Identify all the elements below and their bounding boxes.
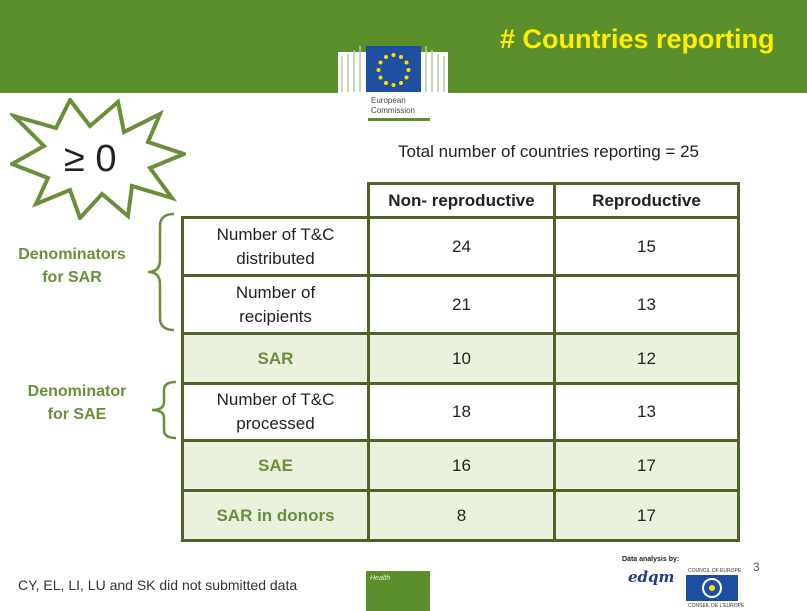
slide-title: # Countries reporting	[500, 24, 775, 54]
table-header-row: Non- reproductive Reproductive	[181, 182, 740, 219]
side-label-sae: Denominator for SAE	[14, 380, 140, 426]
brace-sae	[151, 380, 177, 440]
cell-non-reproductive: 24	[367, 216, 556, 277]
header-non-reproductive: Non- reproductive	[367, 182, 556, 219]
table-row: SAR in donors 8 17	[181, 489, 740, 542]
cell-reproductive: 13	[553, 382, 740, 442]
table-row: Number of recipients 21 13	[181, 274, 740, 335]
side-label-sar: Denominators for SAR	[10, 243, 134, 289]
cell-non-reproductive: 16	[367, 439, 556, 492]
health-box: Health	[366, 571, 430, 611]
row-label: SAR in donors	[181, 489, 370, 542]
table-row: Number of T&C distributed 24 15	[181, 216, 740, 277]
row-label: Number of T&C distributed	[181, 216, 370, 277]
row-label-line1: Number of T&C	[216, 390, 335, 409]
cell-non-reproductive: 10	[367, 332, 556, 385]
row-label-line1: Number of T&C	[216, 224, 335, 244]
side-label-sar-line1: Denominators	[18, 246, 126, 263]
brace-sar	[147, 212, 175, 332]
cell-reproductive: 13	[553, 274, 740, 335]
page-number: 3	[753, 560, 760, 574]
row-label-line2: processed	[236, 414, 315, 433]
footnote: CY, EL, LI, LU and SK did not submitted …	[18, 577, 298, 593]
edqm-logo: edqm	[628, 568, 675, 586]
table-corner-cell	[181, 182, 370, 219]
row-label: SAR	[181, 332, 370, 385]
table-row: SAR 10 12	[181, 332, 740, 385]
ec-logo-line2: Commission	[371, 106, 416, 115]
table-row: SAE 16 17	[181, 439, 740, 492]
cell-reproductive: 15	[553, 216, 740, 277]
data-analysis-credit: Data analysis by:	[622, 556, 680, 563]
table-row: Number of T&C processed 18 13	[181, 382, 740, 442]
health-label: Health	[370, 575, 391, 582]
side-label-sar-line2: for SAR	[42, 269, 102, 286]
side-label-sae-line1: Denominator	[27, 383, 127, 400]
row-label: SAE	[181, 439, 370, 492]
european-commission-logo: European Commission	[338, 22, 448, 124]
side-label-sae-line2: for SAE	[47, 406, 107, 423]
header-reproductive: Reproductive	[553, 182, 740, 219]
cell-reproductive: 17	[553, 439, 740, 492]
coe-logo-bottom-text: CONSEIL DE L'EUROPE	[688, 603, 745, 609]
coe-circle-icon	[702, 578, 722, 598]
row-label-line2: distributed	[236, 248, 315, 268]
cell-non-reproductive: 21	[367, 274, 556, 335]
row-label-line2: recipients	[239, 306, 312, 326]
row-label: Number of T&C processed	[181, 382, 370, 442]
council-of-europe-logo	[686, 575, 738, 601]
ec-logo-line1: European	[371, 96, 406, 105]
cell-non-reproductive: 18	[367, 382, 556, 442]
coe-logo-top-text: COUNCIL OF EUROPE	[688, 568, 742, 574]
starburst-badge	[10, 98, 186, 220]
ec-logo-underline	[368, 118, 430, 121]
cell-non-reproductive: 8	[367, 489, 556, 542]
badge-label: ≥ 0	[64, 138, 117, 180]
countries-table: Non- reproductive Reproductive Number of…	[181, 182, 740, 542]
ec-building-icon	[338, 46, 448, 94]
row-label-line1: Number of	[235, 282, 316, 302]
cell-reproductive: 12	[553, 332, 740, 385]
cell-reproductive: 17	[553, 489, 740, 542]
row-label: Number of recipients	[181, 274, 370, 335]
ec-logo-text: European Commission	[371, 96, 415, 116]
total-countries: Total number of countries reporting = 25	[398, 142, 699, 161]
